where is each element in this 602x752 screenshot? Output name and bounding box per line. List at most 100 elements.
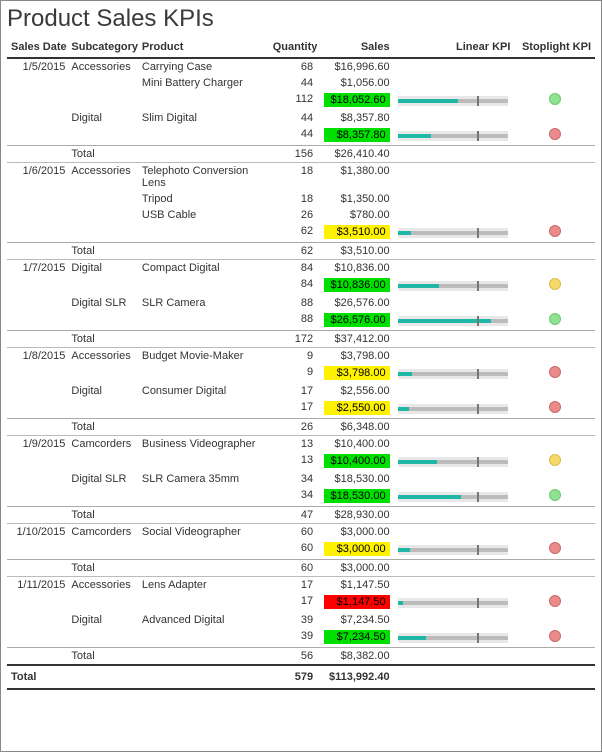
qty-cell: 17 (269, 383, 317, 399)
sales-cell: $16,996.60 (317, 58, 394, 75)
group-total-row[interactable]: Total26$6,348.00 (7, 419, 595, 436)
subtotal-row[interactable]: 88$26,576.00 (7, 311, 595, 331)
linear-cell (394, 628, 515, 648)
linear-kpi (398, 281, 508, 291)
group-total-sales: $3,000.00 (317, 560, 394, 577)
col-date[interactable]: Sales Date (7, 39, 67, 58)
stoplight-cell (514, 126, 595, 146)
table-row[interactable]: 1/7/2015DigitalCompact Digital84$10,836.… (7, 260, 595, 277)
linear-kpi (398, 457, 508, 467)
subcat-cell: Digital SLR (67, 295, 137, 311)
table-row[interactable]: Digital SLRSLR Camera88$26,576.00 (7, 295, 595, 311)
stoplight-yellow-icon (549, 278, 561, 290)
col-stop[interactable]: Stoplight KPI (514, 39, 595, 58)
stoplight-cell (514, 276, 595, 295)
stoplight-red-icon (549, 542, 561, 554)
subtotal-qty: 88 (269, 311, 317, 331)
linear-cell (394, 223, 515, 243)
sales-cell: $18,530.00 (317, 471, 394, 487)
qty-cell: 68 (269, 58, 317, 75)
linear-kpi (398, 228, 508, 238)
subtotal-row[interactable]: 112$18,052.60 (7, 91, 595, 110)
table-row[interactable]: 1/11/2015AccessoriesLens Adapter17$1,147… (7, 577, 595, 594)
table-row[interactable]: DigitalSlim Digital44$8,357.80 (7, 110, 595, 126)
subtotal-qty: 17 (269, 593, 317, 612)
subtotal-row[interactable]: 9$3,798.00 (7, 364, 595, 383)
subtotal-sales: $3,798.00 (317, 364, 394, 383)
linear-kpi (398, 633, 508, 643)
table-row[interactable]: Mini Battery Charger44$1,056.00 (7, 75, 595, 91)
subtotal-row[interactable]: 39$7,234.50 (7, 628, 595, 648)
stoplight-green-icon (549, 93, 561, 105)
subtotal-row[interactable]: 62$3,510.00 (7, 223, 595, 243)
col-linear[interactable]: Linear KPI (394, 39, 515, 58)
table-row[interactable]: DigitalConsumer Digital17$2,556.00 (7, 383, 595, 399)
subcat-cell: Camcorders (67, 524, 137, 541)
subtotal-row[interactable]: 17$1,147.50 (7, 593, 595, 612)
product-cell: Budget Movie-Maker (138, 348, 269, 365)
subtotal-row[interactable]: 44$8,357.80 (7, 126, 595, 146)
date-cell: 1/10/2015 (7, 524, 67, 541)
col-sales[interactable]: Sales (317, 39, 394, 58)
subtotal-qty: 39 (269, 628, 317, 648)
sales-cell: $1,147.50 (317, 577, 394, 594)
subtotal-row[interactable]: 60$3,000.00 (7, 540, 595, 560)
subtotal-row[interactable]: 17$2,550.00 (7, 399, 595, 419)
product-cell: Slim Digital (138, 110, 269, 126)
col-subcat[interactable]: Subcategory (67, 39, 137, 58)
group-total-label: Total (67, 331, 137, 348)
subtotal-row[interactable]: 84$10,836.00 (7, 276, 595, 295)
linear-kpi (398, 131, 508, 141)
stoplight-cell (514, 628, 595, 648)
subcat-cell: Accessories (67, 58, 137, 75)
table-row[interactable]: 1/10/2015CamcordersSocial Videographer60… (7, 524, 595, 541)
date-cell (7, 383, 67, 399)
subtotal-qty: 17 (269, 399, 317, 419)
table-row[interactable]: Digital SLRSLR Camera 35mm34$18,530.00 (7, 471, 595, 487)
subcat-cell: Digital (67, 110, 137, 126)
group-total-row[interactable]: Total47$28,930.00 (7, 507, 595, 524)
table-row[interactable]: Tripod18$1,350.00 (7, 191, 595, 207)
stoplight-cell (514, 399, 595, 419)
group-total-sales: $3,510.00 (317, 243, 394, 260)
product-cell: USB Cable (138, 207, 269, 223)
linear-kpi (398, 545, 508, 555)
table-row[interactable]: 1/5/2015AccessoriesCarrying Case68$16,99… (7, 58, 595, 75)
qty-cell: 60 (269, 524, 317, 541)
stoplight-cell (514, 452, 595, 471)
col-qty[interactable]: Quantity (269, 39, 317, 58)
subcat-cell: Digital SLR (67, 471, 137, 487)
stoplight-red-icon (549, 595, 561, 607)
group-total-row[interactable]: Total62$3,510.00 (7, 243, 595, 260)
group-total-sales: $6,348.00 (317, 419, 394, 436)
group-total-row[interactable]: Total60$3,000.00 (7, 560, 595, 577)
group-total-sales: $8,382.00 (317, 648, 394, 666)
group-total-qty: 26 (269, 419, 317, 436)
table-row[interactable]: DigitalAdvanced Digital39$7,234.50 (7, 612, 595, 628)
subcat-cell: Digital (67, 383, 137, 399)
group-total-row[interactable]: Total56$8,382.00 (7, 648, 595, 666)
header-row: Sales Date Subcategory Product Quantity … (7, 39, 595, 58)
subtotal-qty: 84 (269, 276, 317, 295)
subtotal-sales: $3,000.00 (317, 540, 394, 560)
subcat-cell: Digital (67, 612, 137, 628)
table-row[interactable]: 1/8/2015AccessoriesBudget Movie-Maker9$3… (7, 348, 595, 365)
group-total-row[interactable]: Total172$37,412.00 (7, 331, 595, 348)
stoplight-green-icon (549, 489, 561, 501)
subtotal-row[interactable]: 13$10,400.00 (7, 452, 595, 471)
group-total-row[interactable]: Total156$26,410.40 (7, 146, 595, 163)
col-product[interactable]: Product (138, 39, 269, 58)
table-row[interactable]: 1/6/2015AccessoriesTelephoto Conversion … (7, 163, 595, 192)
table-row[interactable]: 1/9/2015CamcordersBusiness Videographer1… (7, 436, 595, 453)
kpi-table: Sales Date Subcategory Product Quantity … (7, 39, 595, 690)
date-cell (7, 612, 67, 628)
subtotal-row[interactable]: 34$18,530.00 (7, 487, 595, 507)
linear-cell (394, 540, 515, 560)
linear-cell (394, 593, 515, 612)
qty-cell: 88 (269, 295, 317, 311)
subtotal-sales: $8,357.80 (317, 126, 394, 146)
subcat-cell: Camcorders (67, 436, 137, 453)
table-row[interactable]: USB Cable26$780.00 (7, 207, 595, 223)
date-cell (7, 191, 67, 207)
stoplight-yellow-icon (549, 454, 561, 466)
